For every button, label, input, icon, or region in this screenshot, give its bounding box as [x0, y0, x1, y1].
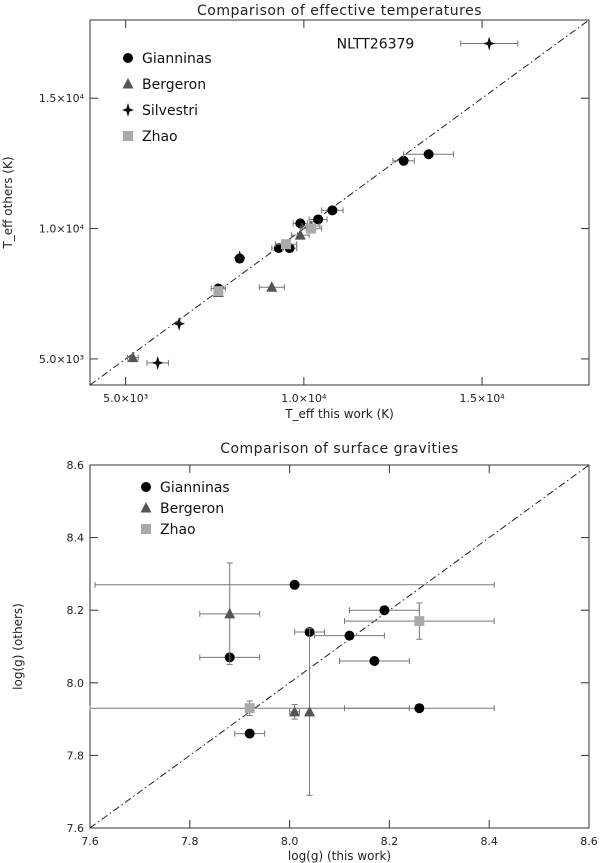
legend-marker-star [122, 103, 134, 117]
y-tick-label: 7.6 [67, 822, 85, 835]
y-axis-label: T_eff others (K) [1, 156, 15, 249]
x-tick-label: 8.2 [381, 835, 399, 848]
series-zhao [89, 602, 495, 716]
data-point-triangle [289, 705, 301, 717]
y-axis-label: log(g) (others) [11, 603, 25, 690]
data-point-square [414, 616, 425, 627]
series-gianninas [210, 149, 455, 294]
legend-label: Gianninas [160, 480, 230, 496]
series-bergeron [199, 562, 316, 796]
data-point-triangle [294, 229, 306, 240]
x-tick-label: 8.4 [480, 835, 498, 848]
data-point-star [173, 316, 186, 331]
y-tick-label: 5.0×10³ [39, 353, 84, 366]
y-tick-label: 8.6 [67, 459, 85, 472]
y-tick-label: 8.2 [67, 604, 85, 617]
temperature-panel: Comparison of effective temperatures 5.0×… [1, 3, 590, 421]
data-point-square [305, 223, 316, 234]
data-point-circle [369, 656, 380, 667]
x-tick-label: 1.0×10⁴ [281, 392, 327, 405]
data-point-triangle [127, 351, 139, 363]
data-point-triangle [266, 281, 278, 292]
legend-marker-triangle [140, 502, 152, 513]
legend-marker-triangle [122, 78, 134, 89]
data-point-circle [414, 703, 425, 714]
x-tick-label: 7.6 [81, 835, 99, 848]
identity-line [90, 20, 589, 385]
y-tick-label: 1.0×10⁴ [39, 223, 85, 236]
legend-label: Zhao [142, 129, 178, 145]
chart-title: Comparison of surface gravities [220, 441, 459, 457]
data-point-square [281, 239, 292, 250]
data-point-circle [313, 214, 324, 225]
x-axis-label: T_eff this work (K) [284, 407, 394, 421]
chart-title: Comparison of effective temperatures [197, 3, 482, 19]
data-point-square [244, 703, 255, 714]
gravity-panel: Comparison of surface gravities 7.6 7.8 8.0… [11, 441, 598, 863]
legend-label: Silvestri [142, 103, 198, 119]
legend-marker-square [123, 131, 133, 141]
y-tick-label: 7.8 [67, 749, 85, 762]
series-zhao [213, 223, 323, 297]
data-point-circle [289, 579, 300, 590]
plot-frame [89, 19, 590, 386]
legend-label: Gianninas [142, 51, 212, 67]
data-point-circle [327, 205, 338, 216]
legend-marker-circle [123, 53, 133, 63]
x-tick-label: 8.6 [580, 835, 598, 848]
plot-frame [89, 464, 590, 829]
y-tick-label: 8.0 [67, 677, 85, 690]
legend-marker-circle [141, 482, 151, 492]
series-silvestri [146, 36, 519, 370]
y-tick-label: 8.4 [67, 532, 85, 545]
annotation-label: NLTT26379 [337, 36, 415, 52]
data-point-square [213, 286, 224, 297]
legend-label: Bergeron [142, 77, 206, 93]
x-axis-label: log(g) (this work) [288, 849, 391, 863]
data-point-circle [344, 630, 355, 641]
data-point-star [483, 36, 496, 51]
identity-line [90, 465, 589, 828]
x-tick-label: 8.0 [281, 835, 299, 848]
data-point-circle [244, 728, 255, 739]
data-point-triangle [224, 607, 236, 619]
data-point-triangle [304, 705, 316, 717]
y-tick-label: 1.5×10⁴ [39, 92, 85, 105]
x-tick-label: 5.0×10³ [103, 392, 148, 405]
legend-marker-square [141, 524, 151, 534]
legend-label: Zhao [160, 522, 196, 538]
x-tick-label: 7.8 [181, 835, 199, 848]
data-point-star [233, 250, 246, 265]
x-tick-label: 1.5×10⁴ [460, 392, 506, 405]
data-point-star [151, 355, 164, 370]
data-point-circle [423, 149, 434, 160]
legend-label: Bergeron [160, 501, 224, 517]
data-point-circle [398, 155, 409, 166]
data-point-circle [379, 605, 390, 616]
